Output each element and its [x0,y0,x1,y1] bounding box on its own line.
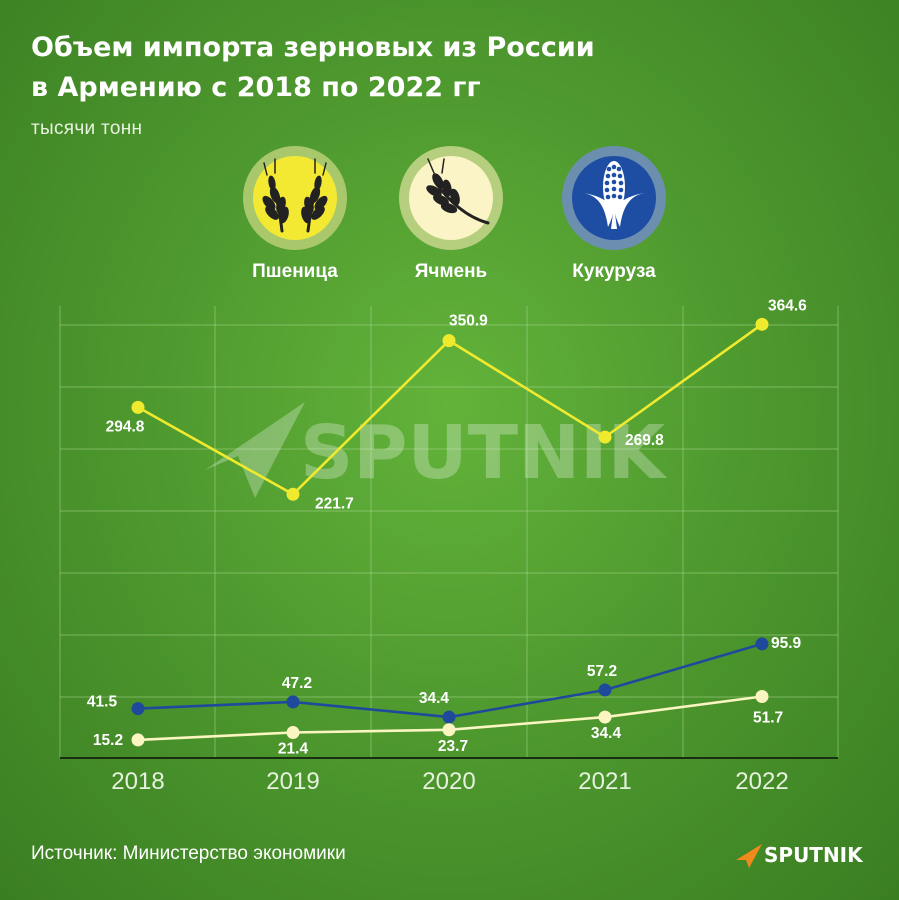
x-tick-label: 2020 [422,768,475,795]
data-label: 221.7 [315,495,354,512]
data-point [598,710,612,724]
data-label: 41.5 [87,694,118,711]
data-label: 269.8 [625,432,664,449]
wheat-icon [243,146,347,250]
data-label: 21.4 [278,741,309,758]
series-2: 15.2 21.4 23.7 34.4 51.7 [93,690,783,758]
legend-label-barley: Ячмень [414,261,488,282]
chart-series: 294.8 221.7 350.9 269.8 364.6 41.5 47.2 34.4 57.… [87,297,807,757]
x-tick-label: 2022 [735,768,788,795]
chart-title-line1: Объем импорта зерновых из России [31,32,595,63]
data-point [131,702,145,716]
data-point [286,726,300,740]
legend-item-corn: Кукуруза [539,145,689,283]
data-label: 15.2 [93,732,123,749]
data-point [755,690,769,704]
chart-unit-subtitle: тысячи тонн [31,118,143,139]
sputnik-watermark: SPUTNIK [205,402,668,498]
data-point [755,317,769,331]
chart-title-line2: в Армению с 2018 по 2022 гг [31,72,481,103]
series-0: 294.8 221.7 350.9 269.8 364.6 [106,297,808,512]
legend-item-barley: Ячмень [376,145,526,283]
data-point [598,683,612,697]
data-point [755,637,769,651]
sputnik-logo-icon [736,844,762,868]
data-label: 23.7 [438,738,468,755]
chart-title: Объем импорта зерновых из России в Армен… [31,28,791,108]
data-point [131,733,145,747]
series-line [137,642,763,719]
x-tick-label: 2018 [111,768,164,795]
data-point [131,400,145,414]
source-note: Источник: Министерство экономики [31,843,346,864]
corn-icon [562,146,666,250]
data-label: 47.2 [282,675,312,692]
data-label: 34.4 [591,725,622,742]
legend-label-wheat: Пшеница [252,261,338,282]
data-label: 364.6 [768,297,807,314]
data-point [442,710,456,724]
data-point [442,334,456,348]
watermark-logo-icon [205,402,305,498]
data-point [598,430,612,444]
watermark-text: SPUTNIK [300,410,668,496]
data-point [286,695,300,709]
data-label: 350.9 [449,313,488,330]
data-label: 57.2 [587,663,617,680]
data-point [442,723,456,737]
data-point [286,487,300,501]
x-tick-label: 2021 [578,768,631,795]
legend-item-wheat: Пшеница [220,145,370,283]
data-label: 51.7 [753,710,783,727]
data-label: 294.8 [106,418,145,435]
data-label: 95.9 [771,635,802,652]
chart-grid [59,306,839,758]
data-label: 34.4 [419,690,450,707]
barley-icon [399,146,503,250]
x-tick-label: 2019 [266,768,319,795]
legend-label-corn: Кукуруза [572,261,656,282]
series-1: 41.5 47.2 34.4 57.2 95.9 [87,635,802,724]
x-axis-ticks: 2018 2019 2020 2021 2022 [111,768,788,795]
sputnik-brand-label: SPUTNIK [764,843,863,867]
